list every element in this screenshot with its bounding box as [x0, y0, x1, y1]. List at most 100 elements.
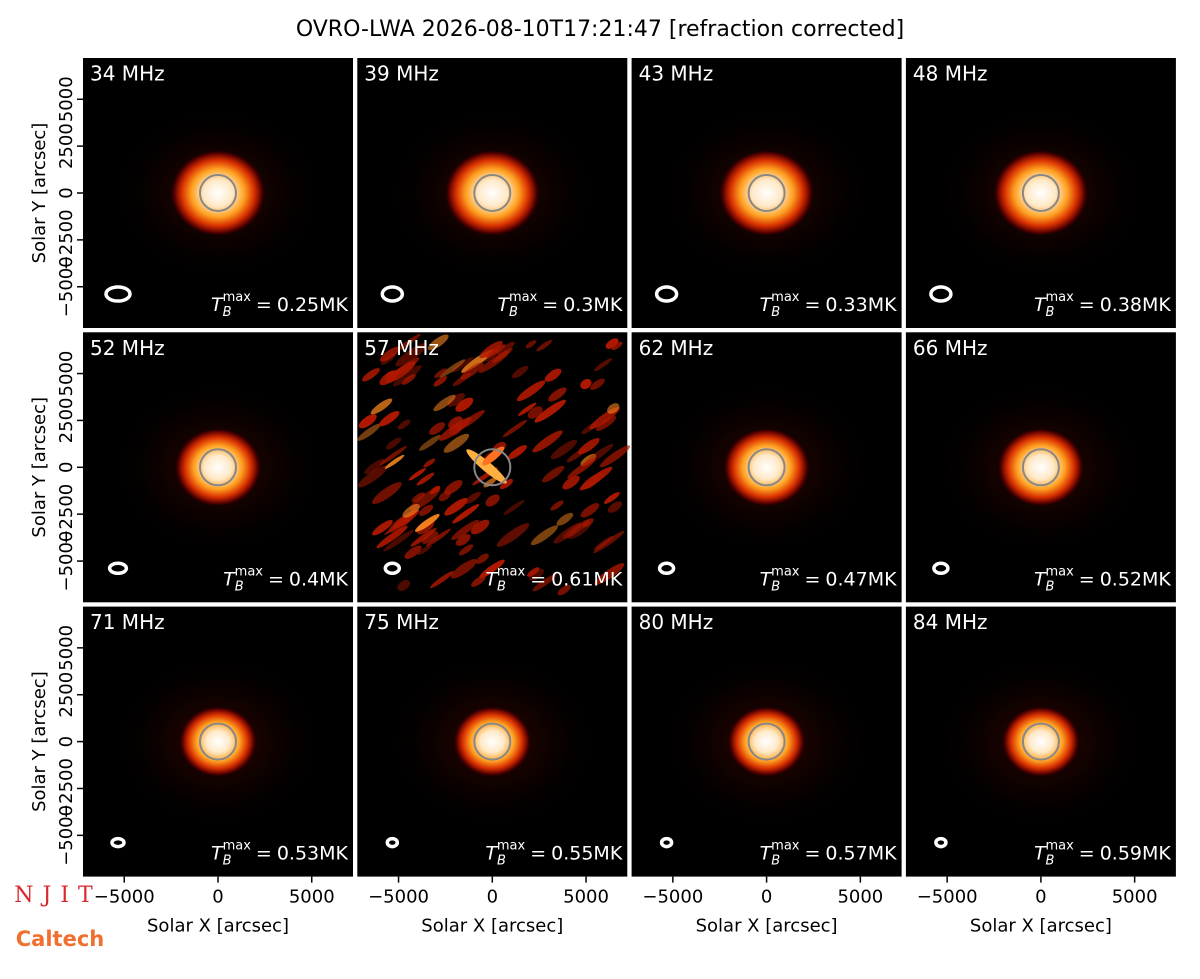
- noise-streak: [358, 414, 377, 429]
- noise-streak: [443, 433, 470, 453]
- tmax-symbol: T: [485, 842, 498, 864]
- tmax-symbol: T: [760, 568, 773, 590]
- noise-streak: [447, 393, 465, 407]
- noise-streak: [580, 503, 600, 518]
- x-tick-label: 5000: [563, 887, 609, 908]
- noise-streak: [451, 356, 474, 373]
- noise-streak: [511, 365, 529, 379]
- beam: [659, 836, 674, 849]
- logo-caltech: Caltech: [16, 927, 104, 951]
- noise-streak: [384, 454, 405, 469]
- noise-streak: [582, 518, 594, 528]
- noise-streak: [404, 545, 422, 559]
- tmax-label: TBmax = 0.61MK: [485, 564, 622, 594]
- noise-streak: [380, 353, 396, 365]
- tmax-sup: max: [223, 838, 252, 853]
- tmax-sub: B: [497, 579, 506, 594]
- beam: [934, 836, 948, 849]
- noise-streak: [567, 458, 596, 479]
- source: [174, 427, 262, 508]
- solar-disk: [473, 448, 512, 487]
- frequency-label: 80 MHz: [639, 610, 714, 634]
- tmax-sup: max: [771, 290, 800, 305]
- panel: 62 MHz TBmax = 0.47MK: [631, 332, 902, 603]
- noise-streak: [611, 341, 623, 351]
- beam: [104, 285, 132, 303]
- solar-disk: [1021, 174, 1060, 212]
- solar-disk: [747, 174, 786, 212]
- noise-streak: [376, 525, 408, 549]
- noise-streak: [485, 494, 500, 507]
- y-tick-label: −5000: [56, 256, 77, 317]
- source: [1001, 705, 1081, 778]
- x-axis-label: Solar X [arcsec]: [696, 916, 838, 937]
- noise-streak: [595, 416, 617, 432]
- logo-njit: NJIT: [14, 883, 101, 908]
- noise-streak: [479, 340, 503, 359]
- noise-streak: [379, 346, 400, 362]
- noise-streak: [544, 368, 562, 382]
- noise-streak: [388, 514, 413, 533]
- frequency-label: 43 MHz: [639, 62, 714, 86]
- tmax-label: TBmax = 0.33MK: [760, 290, 897, 320]
- noise-streak: [450, 559, 477, 579]
- noise-streak: [439, 359, 466, 378]
- tmax-label: TBmax = 0.38MK: [1034, 290, 1171, 320]
- x-axis-label: Solar X [arcsec]: [147, 916, 289, 937]
- solar-disk: [473, 722, 512, 761]
- tmax-sub: B: [771, 305, 780, 320]
- x-tick-label: −5000: [642, 887, 703, 908]
- noise-streak: [419, 504, 434, 516]
- tmax-equals: =: [805, 294, 821, 316]
- noise-streak: [599, 445, 631, 468]
- frequency-label: 39 MHz: [364, 62, 439, 86]
- noise-streak: [451, 519, 480, 541]
- tmax-equals: =: [1079, 842, 1095, 864]
- tmax-sub: B: [497, 853, 506, 868]
- tmax-sup: max: [1045, 564, 1074, 579]
- x-tick-label: 0: [761, 887, 772, 908]
- noise-streak: [408, 468, 426, 481]
- solar-disk: [199, 174, 237, 212]
- noise-streak: [594, 563, 625, 585]
- tmax-sub: B: [1046, 579, 1055, 594]
- y-tick-label: −5000: [56, 531, 77, 592]
- source: [718, 149, 815, 237]
- tmax-value: 0.53MK: [277, 842, 349, 864]
- noise-streak: [577, 438, 600, 455]
- tmax-sup: max: [497, 838, 526, 853]
- tmax-sub: B: [235, 579, 244, 594]
- noise-streak: [401, 374, 416, 385]
- noise-streak: [455, 397, 474, 412]
- tmax-value: 0.57MK: [825, 842, 897, 864]
- noise-streak: [525, 340, 537, 349]
- noise-streak: [458, 544, 474, 556]
- noise-streak: [607, 403, 620, 414]
- x-tick-label: 0: [212, 887, 223, 908]
- panel: 75 MHz TBmax = 0.55MK: [357, 606, 628, 877]
- noise-streak: [396, 333, 421, 352]
- noise-streak: [529, 568, 544, 581]
- noise-streak: [434, 368, 447, 379]
- tmax-sup: max: [771, 564, 800, 579]
- noise-streak: [492, 348, 513, 363]
- tmax-label: TBmax = 0.59MK: [1034, 838, 1171, 868]
- noise-streak: [444, 498, 468, 516]
- noise-streak: [417, 544, 432, 556]
- tmax-equals: =: [530, 842, 546, 864]
- tmax-label: TBmax = 0.4MK: [223, 564, 348, 594]
- x-tick-label: 5000: [289, 887, 335, 908]
- noise-streak: [594, 358, 613, 372]
- tmax-value: 0.61MK: [551, 568, 623, 590]
- y-tick-label: 5000: [56, 76, 77, 122]
- panel: 52 MHz TBmax = 0.4MK: [83, 332, 353, 603]
- y-axis-label: Solar Y [arcsec]: [29, 671, 50, 812]
- chart-title: OVRO-LWA 2026-08-10T17:21:47 [refraction…: [296, 17, 904, 42]
- panel: 71 MHz TBmax = 0.53MK: [83, 606, 353, 877]
- noise-streak: [385, 437, 402, 450]
- noise-streak: [362, 368, 380, 382]
- noise-streak: [444, 480, 463, 495]
- tmax-value: 0.4MK: [289, 568, 349, 590]
- frequency-label: 62 MHz: [639, 336, 714, 360]
- beam: [383, 561, 402, 576]
